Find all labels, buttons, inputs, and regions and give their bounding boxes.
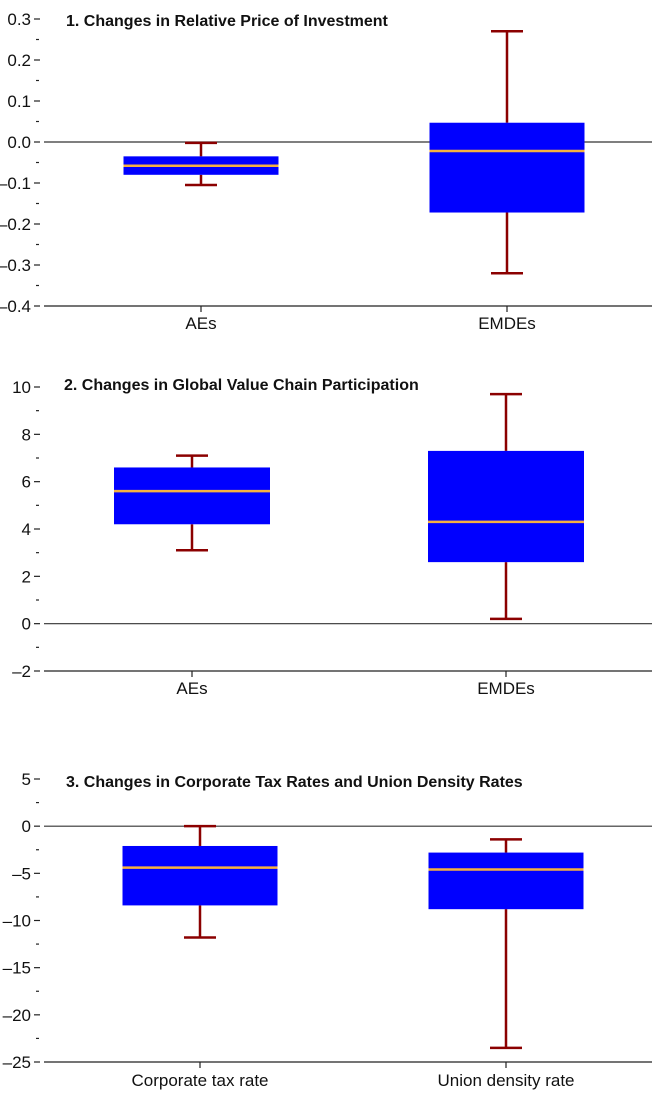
x-category-label: AEs bbox=[185, 314, 216, 333]
x-category-label: Corporate tax rate bbox=[131, 1071, 268, 1090]
y-tick-label: 0 bbox=[22, 817, 31, 836]
panel-global-value-chain-participation: –2 0 2 4 6 8 10 AEs EMDEs 2. Changes in Global Va… bbox=[12, 377, 652, 698]
y-tick-label: –25 bbox=[3, 1053, 31, 1072]
y-tick-label: –10 bbox=[3, 912, 31, 931]
y-tick-label: 0.1 bbox=[7, 92, 31, 111]
y-tick-label: –2 bbox=[12, 662, 31, 681]
y-tick-label: 6 bbox=[22, 473, 31, 492]
interquartile-box bbox=[428, 852, 584, 910]
y-tick-label: 5 bbox=[22, 770, 31, 789]
box-plot-corporate-tax-rate bbox=[122, 824, 278, 939]
interquartile-box bbox=[428, 450, 584, 563]
x-category-label: EMDEs bbox=[478, 314, 536, 333]
y-tick-label: –0.1 bbox=[0, 174, 31, 193]
box-plot-emdes bbox=[428, 392, 584, 621]
panel-title: 1. Changes in Relative Price of Investme… bbox=[66, 13, 389, 30]
box-plot-union-density-rate bbox=[428, 838, 584, 1050]
y-tick-label: –0.4 bbox=[0, 297, 31, 316]
interquartile-box bbox=[114, 467, 270, 525]
y-tick-label: 10 bbox=[12, 378, 31, 397]
y-tick-label: –20 bbox=[3, 1006, 31, 1025]
y-tick-label: –5 bbox=[12, 864, 31, 883]
interquartile-box bbox=[429, 122, 585, 213]
panel-relative-price-of-investment: –0.4 –0.3 –0.2 –0.1 0.0 0.1 0.2 0.3 AEs EMDEs 1. C… bbox=[0, 10, 652, 333]
panel-corporate-tax-and-union-density: –25 –20 –15 –10 –5 0 5 Corporate tax rate Union … bbox=[3, 770, 652, 1090]
y-tick-label: –15 bbox=[3, 959, 31, 978]
y-tick-label: 2 bbox=[22, 567, 31, 586]
y-tick-label: –0.3 bbox=[0, 256, 31, 275]
interquartile-box bbox=[122, 845, 278, 906]
y-tick-label: 0.3 bbox=[7, 10, 31, 29]
box-plot-aes bbox=[123, 141, 279, 187]
y-tick-label: 8 bbox=[22, 425, 31, 444]
x-category-label: Union density rate bbox=[437, 1071, 574, 1090]
x-category-label: EMDEs bbox=[477, 679, 535, 698]
box-plot-emdes bbox=[429, 30, 585, 275]
y-tick-label: 0.0 bbox=[7, 133, 31, 152]
y-tick-label: 0 bbox=[22, 615, 31, 634]
x-category-label: AEs bbox=[176, 679, 207, 698]
y-tick-label: –0.2 bbox=[0, 215, 31, 234]
panel-title: 2. Changes in Global Value Chain Partici… bbox=[64, 377, 419, 394]
box-plot-aes bbox=[114, 454, 270, 552]
panel-title: 3. Changes in Corporate Tax Rates and Un… bbox=[66, 774, 523, 791]
y-tick-label: 4 bbox=[22, 520, 31, 539]
y-tick-label: 0.2 bbox=[7, 51, 31, 70]
